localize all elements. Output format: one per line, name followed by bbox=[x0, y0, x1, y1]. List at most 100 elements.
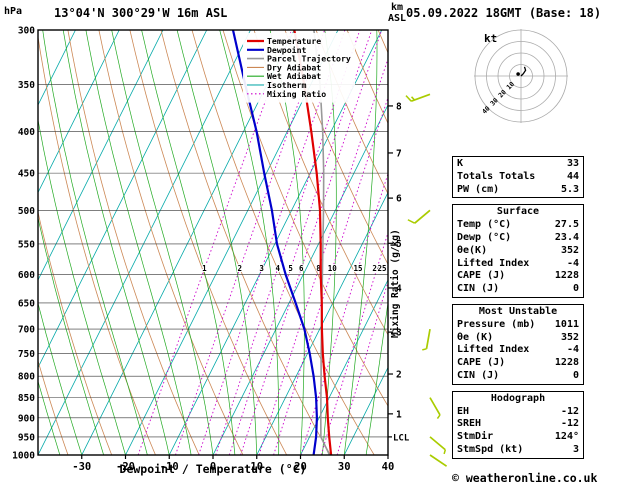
hodograph-ring-label: 20 bbox=[497, 88, 508, 99]
hodograph-ring-label: 30 bbox=[489, 96, 500, 107]
x-tick-label: -10 bbox=[160, 461, 179, 473]
wind-barb-half-flag bbox=[410, 96, 416, 101]
table-row: CIN (J) 0 bbox=[453, 283, 583, 296]
isotherm-line bbox=[38, 30, 208, 369]
row-label: CIN (J) bbox=[457, 283, 500, 295]
wind-barb-flag bbox=[407, 219, 416, 224]
pressure-unit-label: hPa bbox=[4, 6, 23, 17]
pressure-tick-label: 850 bbox=[18, 393, 35, 404]
table-row: Temp (°C) 27.5 bbox=[453, 219, 583, 232]
row-value: 27.5 bbox=[554, 219, 579, 231]
pressure-tick-label: 800 bbox=[18, 372, 35, 383]
skewt-chart: 3003504004505005506006507007508008509009… bbox=[12, 26, 448, 473]
pressure-tick-label: 650 bbox=[18, 298, 35, 309]
isotherm-line bbox=[256, 191, 388, 455]
row-value: 1228 bbox=[554, 270, 579, 282]
pressure-tick-label: 700 bbox=[18, 325, 35, 336]
table-row: CIN (J) 0 bbox=[453, 370, 583, 383]
table-row: CAPE (J) 1228 bbox=[453, 270, 583, 283]
row-label: Lifted Index bbox=[457, 344, 530, 356]
dry-adiabat-line bbox=[315, 30, 388, 195]
pressure-tick-label: 450 bbox=[18, 169, 35, 180]
mixing-ratio-label: 8 bbox=[316, 264, 321, 273]
chart-background bbox=[38, 30, 388, 455]
pressure-tick-label: 550 bbox=[18, 239, 35, 250]
pressure-tick-label: 350 bbox=[18, 80, 35, 91]
row-label: Pressure (mb) bbox=[457, 318, 536, 330]
pressure-tick-label: 500 bbox=[18, 206, 35, 217]
dry-adiabat-line bbox=[284, 30, 388, 266]
table-hodograph: Hodograph EH -12 SREH -12 StmDir 124° StmSpd (k… bbox=[452, 390, 584, 459]
storm-motion-marker bbox=[516, 72, 520, 76]
wet-adiabat-line bbox=[42, 30, 148, 455]
table-header: Surface bbox=[496, 206, 540, 218]
row-label: K bbox=[457, 158, 464, 169]
table-row: Lifted Index -4 bbox=[453, 258, 583, 271]
pressure-tick-label: 950 bbox=[18, 432, 35, 443]
row-label: θe(K) bbox=[457, 244, 488, 256]
row-value: 352 bbox=[560, 331, 579, 343]
pressure-tick-label: 750 bbox=[18, 349, 35, 360]
temperature-curve bbox=[293, 30, 333, 455]
mixing-ratio-axis-label: Mixing Ratio (g/kg) bbox=[390, 229, 401, 338]
table-row: PW (cm) 5.3 bbox=[453, 184, 583, 197]
dry-adiabat-line bbox=[98, 30, 244, 455]
table-header: Hodograph bbox=[490, 392, 546, 404]
x-tick-label: 20 bbox=[294, 461, 307, 473]
x-tick-label: 40 bbox=[382, 461, 395, 473]
row-value: 352 bbox=[560, 244, 579, 256]
mixing-ratio-label: 3 bbox=[259, 264, 264, 273]
wind-barb-stem bbox=[429, 454, 448, 467]
mixing-ratio-label: 15 bbox=[354, 264, 363, 273]
row-value: 1011 bbox=[554, 318, 579, 330]
legend-label: Isotherm bbox=[267, 80, 307, 90]
row-value: 23.4 bbox=[554, 231, 579, 243]
row-value: -4 bbox=[566, 344, 579, 356]
wet-adiabat-line bbox=[111, 30, 214, 455]
km-tick-label: 4 bbox=[396, 283, 402, 294]
hodograph-trace bbox=[520, 66, 527, 77]
datetime-title: 05.09.2022 18GMT (Base: 18) bbox=[406, 6, 602, 20]
km-tick-label: 7 bbox=[396, 148, 402, 159]
x-tick-label: 0 bbox=[210, 461, 216, 473]
km-tick-label: 6 bbox=[396, 194, 402, 205]
copyright-text: © weatheronline.co.uk bbox=[452, 471, 598, 485]
km-tick-label: 2 bbox=[396, 370, 402, 381]
km-tick-label: 8 bbox=[396, 101, 402, 112]
table-row: θe(K) 352 bbox=[453, 245, 583, 258]
row-label: Dewp (°C) bbox=[457, 231, 512, 243]
wet-adiabat-line bbox=[38, 380, 61, 455]
altitude-unit-asl-label: ASL bbox=[388, 13, 407, 24]
pressure-tick-label: 900 bbox=[18, 413, 35, 424]
mixing-ratio-line bbox=[273, 96, 388, 455]
row-label: PW (cm) bbox=[457, 183, 500, 195]
hodograph-ring bbox=[509, 64, 533, 88]
wind-barb-stem bbox=[414, 209, 431, 224]
table-row: StmDir 124° bbox=[453, 431, 583, 444]
wind-barb-half-flag bbox=[443, 449, 447, 455]
wind-barb-stem bbox=[429, 397, 441, 416]
mixing-ratio-label: 6 bbox=[299, 264, 304, 273]
isotherm-line bbox=[38, 30, 251, 455]
table-row: SREH -12 bbox=[453, 418, 583, 431]
table-row: θe (K) 352 bbox=[453, 332, 583, 345]
isotherm-line bbox=[38, 30, 76, 106]
hodograph-ring bbox=[497, 52, 545, 100]
pressure-tick-label: 600 bbox=[18, 270, 35, 281]
row-value: 3 bbox=[572, 443, 579, 455]
mixing-ratio-label: 4 bbox=[276, 264, 281, 273]
profiles bbox=[231, 30, 333, 455]
hodograph-ring-label: 10 bbox=[505, 80, 516, 91]
x-tick-label: 30 bbox=[338, 461, 351, 473]
table-row: Totals Totals 44 bbox=[453, 171, 583, 184]
table-row: K 33 bbox=[453, 158, 583, 171]
isotherm-line bbox=[212, 104, 388, 455]
mixing-ratio-label: 5 bbox=[288, 264, 293, 273]
row-label: Temp (°C) bbox=[457, 219, 512, 231]
row-value: 124° bbox=[554, 431, 579, 443]
mixing-ratio-line bbox=[258, 57, 388, 455]
wind-barbs bbox=[405, 93, 448, 467]
mixing-ratio-label: 1 bbox=[202, 264, 207, 273]
